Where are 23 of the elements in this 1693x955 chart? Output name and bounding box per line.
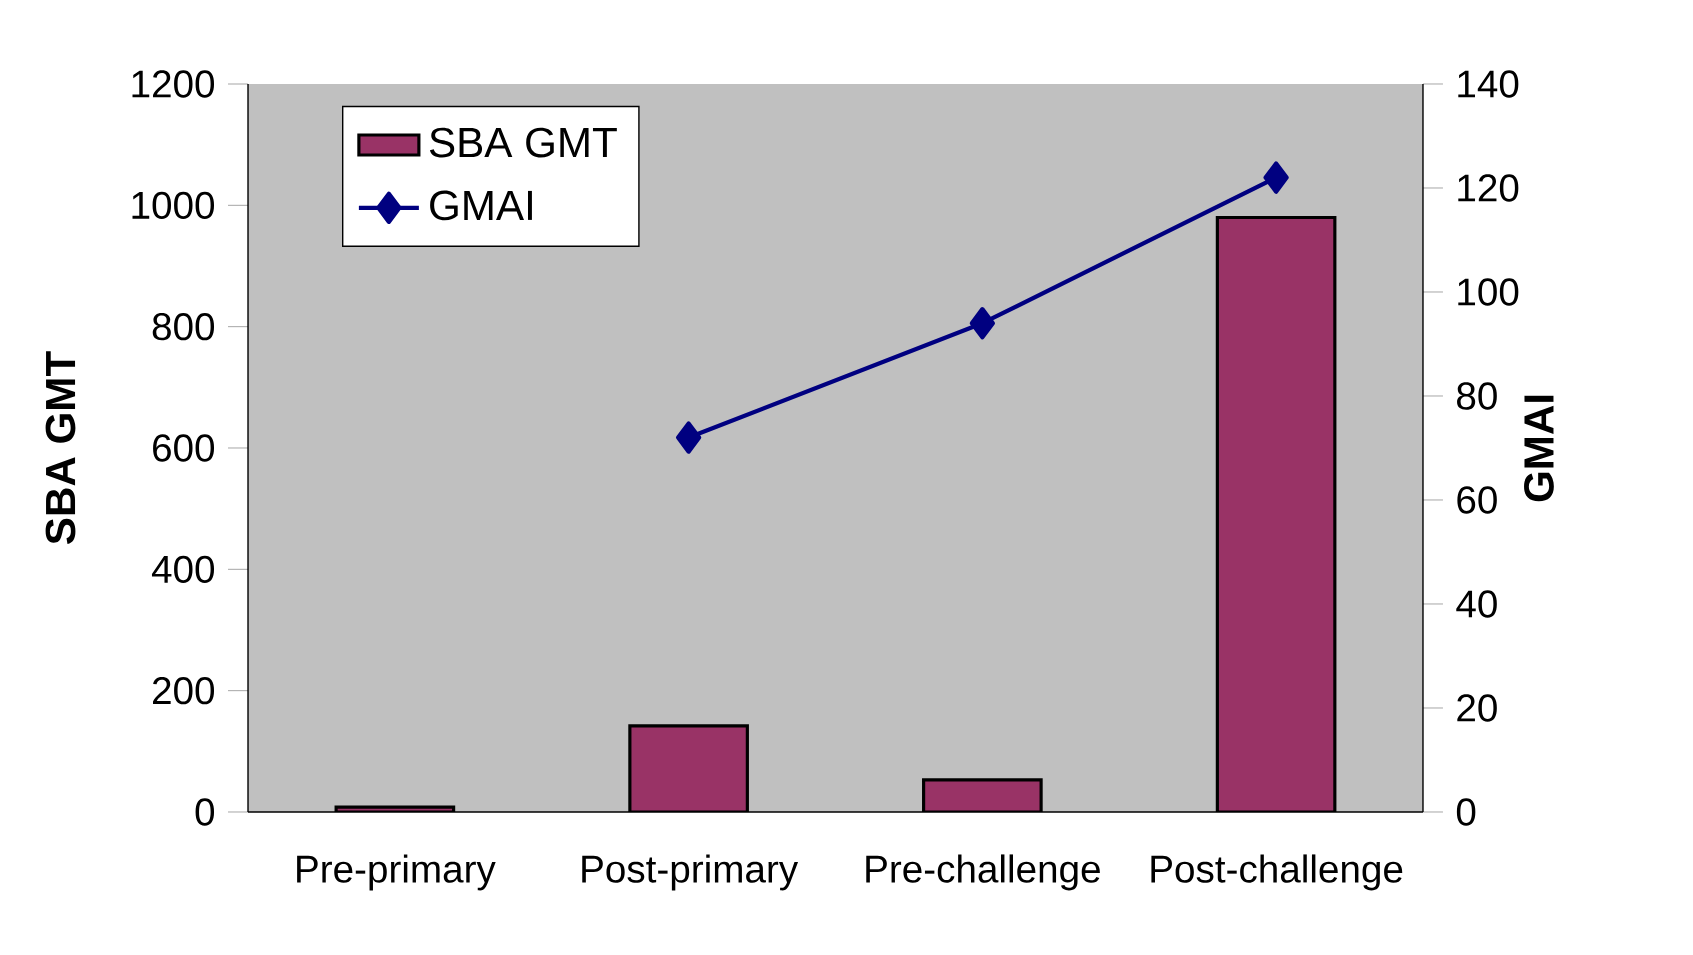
y-tick-label: 200 xyxy=(153,677,215,705)
legend-label: SBA GMT xyxy=(429,127,617,158)
y2-tick-label: 20 xyxy=(1457,694,1497,722)
y2-tick-label: 40 xyxy=(1456,590,1497,618)
y2-tick-label: 120 xyxy=(1458,174,1519,202)
y-tick-label: 600 xyxy=(153,434,215,462)
x-tick-label: Post-primary xyxy=(582,854,799,891)
y-tick-label: 400 xyxy=(151,555,215,584)
y-axis-title: SBA GMT xyxy=(45,351,76,545)
y-tick-label: 0 xyxy=(195,798,215,826)
x-tick-label: Post-challenge xyxy=(1151,854,1403,891)
y-tick-label: 1000 xyxy=(132,191,215,220)
y2-tick-label: 80 xyxy=(1457,382,1497,410)
legend-label: GMAI xyxy=(430,190,532,221)
y-tick-label: 1200 xyxy=(132,70,215,98)
x-tick-label: Pre-challenge xyxy=(866,854,1100,891)
y2-tick-label: 60 xyxy=(1457,486,1497,514)
y2-tick-label: 0 xyxy=(1456,798,1476,826)
x-tick-label: Pre-primary xyxy=(297,854,496,891)
y-tick-label: 800 xyxy=(152,313,215,341)
y2-tick-label: 140 xyxy=(1458,70,1519,98)
y2-axis-title: GMAI xyxy=(1524,395,1554,502)
y2-tick-label: 100 xyxy=(1458,278,1519,306)
